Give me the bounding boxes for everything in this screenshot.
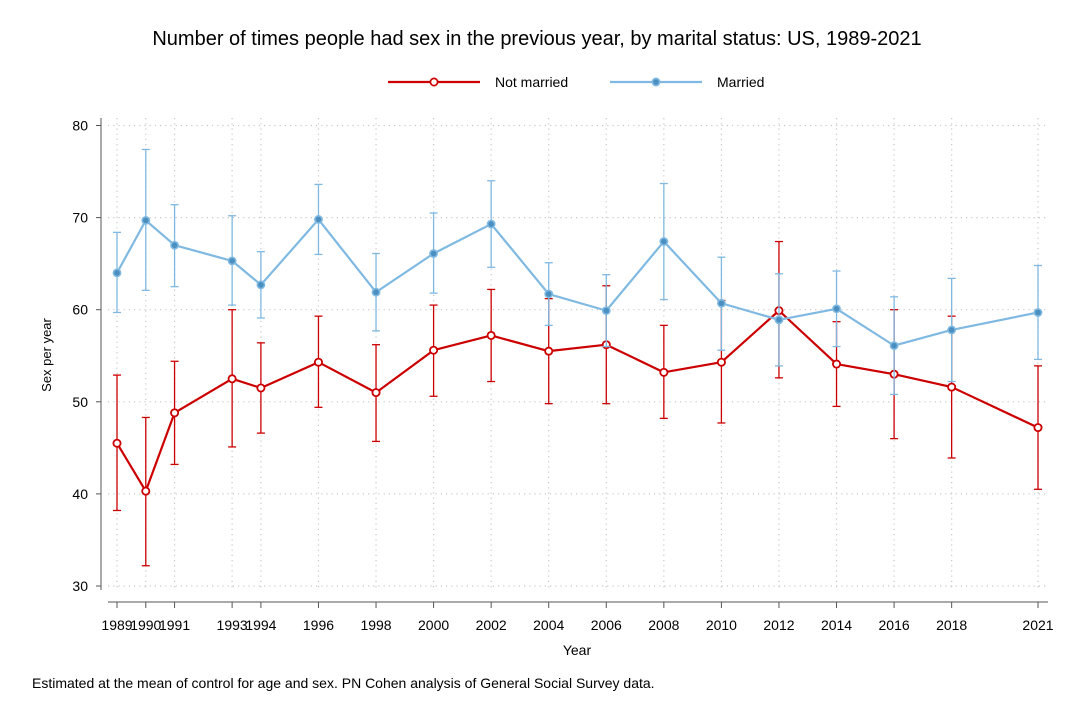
x-axis-label: Year — [563, 642, 592, 658]
data-point — [659, 367, 669, 377]
data-point — [227, 256, 237, 266]
data-point — [889, 341, 899, 351]
data-point — [601, 306, 611, 316]
data-point — [141, 215, 151, 225]
series-married — [112, 148, 1043, 396]
data-point — [256, 383, 266, 393]
x-tick-label: 1989 — [101, 617, 132, 633]
data-point — [170, 408, 180, 418]
y-ticks: 30 40 50 60 70 80 — [72, 118, 101, 594]
data-point — [716, 357, 726, 367]
legend-label: Not married — [495, 74, 568, 90]
data-point — [774, 315, 784, 325]
data-point — [947, 382, 957, 392]
legend-swatch-marker — [429, 77, 439, 87]
x-tick-label: 2012 — [763, 617, 794, 633]
x-tick-label: 2000 — [418, 617, 449, 633]
data-point — [1033, 308, 1043, 317]
y-tick-label: 60 — [72, 302, 88, 318]
data-point — [717, 298, 726, 308]
data-point — [429, 249, 438, 258]
x-tick-label: 2008 — [648, 617, 679, 633]
data-point — [371, 388, 381, 398]
data-point — [947, 325, 957, 335]
data-point — [832, 304, 841, 314]
x-tick-label: 2016 — [879, 617, 910, 633]
x-tick-label: 2021 — [1022, 617, 1053, 633]
data-point — [227, 374, 237, 384]
data-point — [1033, 423, 1043, 433]
legend: Not married Married — [388, 74, 764, 90]
data-point — [314, 215, 323, 224]
x-tick-label: 1994 — [245, 617, 276, 633]
series-line — [116, 309, 1039, 493]
data-point — [112, 438, 122, 448]
x-tick-label: 2014 — [821, 617, 852, 633]
y-tick-label: 40 — [72, 486, 88, 502]
y-tick-label: 50 — [72, 394, 88, 410]
data-point — [659, 237, 669, 246]
x-tick-label: 2006 — [591, 617, 622, 633]
x-tick-label: 2004 — [533, 617, 564, 633]
legend-item-not-married: Not married — [388, 74, 568, 90]
x-tick-label: 1996 — [303, 617, 334, 633]
data-point — [256, 280, 266, 290]
legend-swatch-marker — [651, 77, 661, 87]
y-tick-label: 80 — [72, 118, 88, 134]
y-tick-label: 30 — [72, 578, 88, 594]
y-tick-label: 70 — [72, 210, 88, 226]
grid-lines — [108, 118, 1048, 590]
x-tick-label: 1991 — [159, 617, 190, 633]
series-group — [112, 148, 1043, 567]
x-tick-label: 2002 — [476, 617, 507, 633]
data-point — [141, 486, 151, 496]
y-axis-label: Sex per year — [39, 317, 54, 391]
x-tick-label: 1993 — [217, 617, 248, 633]
series-line — [116, 218, 1039, 347]
series-not-married — [112, 240, 1043, 567]
x-tick-label: 1990 — [130, 617, 161, 633]
x-tick-label: 1998 — [360, 617, 391, 633]
data-point — [429, 345, 439, 355]
data-point — [170, 240, 179, 250]
legend-item-married: Married — [610, 74, 764, 90]
data-point — [112, 268, 122, 278]
chart-title: Number of times people had sex in the pr… — [152, 28, 922, 50]
data-point — [486, 219, 496, 229]
data-point — [313, 357, 323, 367]
data-point — [486, 330, 496, 340]
data-point — [544, 346, 554, 356]
x-tick-label: 2018 — [936, 617, 967, 633]
data-point — [371, 287, 381, 297]
x-tick-label: 2010 — [706, 617, 737, 633]
legend-label: Married — [717, 74, 764, 90]
data-point — [832, 359, 842, 369]
chart-note: Estimated at the mean of control for age… — [32, 675, 655, 691]
data-point — [544, 289, 554, 299]
axes — [100, 118, 1048, 603]
